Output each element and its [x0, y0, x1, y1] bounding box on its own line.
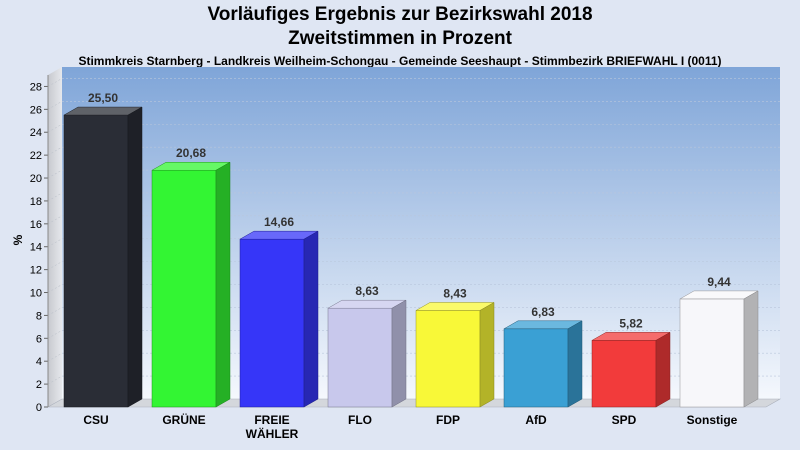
gridline-side	[47, 215, 63, 225]
x-tick-label: AfD	[525, 413, 547, 427]
gridline-side	[47, 307, 63, 316]
bar-front	[591, 340, 657, 408]
y-tick-label: 20	[30, 173, 42, 185]
bar-front	[415, 310, 481, 408]
y-axis-label: %	[11, 234, 25, 245]
bar-side	[743, 290, 759, 408]
y-tick-label: 0	[36, 402, 42, 414]
bar-afd	[503, 320, 583, 408]
y-tick-label: 6	[36, 333, 42, 345]
bar-freie-w-hler	[239, 230, 319, 408]
y-tick-label: 12	[30, 265, 42, 277]
gridline-side	[47, 123, 63, 133]
bar-side	[655, 331, 671, 408]
bar-side	[127, 106, 143, 408]
data-label: 8,43	[443, 286, 467, 300]
bar-side	[479, 302, 495, 408]
chart-caption: Stimmkreis Starnberg - Landkreis Weilhei…	[78, 54, 722, 68]
bar-flo	[327, 299, 407, 408]
data-label: 9,44	[707, 275, 731, 289]
bar-front	[63, 114, 129, 408]
y-tick-label: 4	[36, 356, 42, 368]
x-tick-label: SPD	[612, 413, 637, 427]
y-tick-label: 16	[30, 219, 42, 231]
data-label: 25,50	[88, 91, 118, 105]
y-tick-label: 28	[30, 81, 42, 93]
gridline-side	[47, 284, 63, 293]
bar-side	[391, 299, 407, 408]
x-tick-label: CSU	[83, 413, 108, 427]
data-label: 8,63	[355, 284, 379, 298]
bar-side	[215, 161, 231, 408]
gridline-side	[47, 146, 63, 156]
chart-title: Vorläufiges Ergebnis zur Bezirkswahl 201…	[207, 4, 593, 25]
bar-fdp	[415, 302, 495, 408]
y-tick-label: 8	[36, 310, 42, 322]
bar-front	[151, 169, 217, 408]
data-label: 5,82	[619, 316, 643, 330]
gridline-side	[47, 101, 63, 110]
bar-front	[679, 298, 745, 408]
x-tick-label: GRÜNE	[162, 412, 205, 427]
bar-spd	[591, 331, 671, 408]
data-label: 6,83	[531, 305, 555, 319]
x-tick-label: FLO	[348, 413, 372, 427]
gridline-side	[47, 375, 63, 385]
y-tick-label: 14	[30, 242, 42, 254]
x-tick-label: FREIE WÄHLER	[246, 413, 299, 441]
bar-front	[239, 238, 305, 408]
bar-sonstige	[679, 290, 759, 408]
chart-subtitle: Zweitstimmen in Prozent	[288, 28, 512, 49]
gridline-side	[47, 330, 63, 339]
bar-front	[503, 328, 569, 408]
plot-side-wall	[48, 67, 62, 407]
x-tick-label: FDP	[436, 413, 460, 427]
gridline-side	[47, 78, 63, 87]
bar-side	[303, 230, 319, 408]
y-tick-label: 18	[30, 196, 42, 208]
gridline-side	[47, 352, 63, 362]
y-tick-label: 26	[30, 104, 42, 116]
y-tick-label: 2	[36, 379, 42, 391]
data-label: 20,68	[176, 146, 206, 160]
bar-side	[567, 320, 583, 408]
bar-csu	[63, 106, 143, 408]
plot-area: 024681012141618202224262825,50CSU20,68GR…	[30, 67, 782, 441]
y-tick-label: 24	[30, 127, 42, 139]
y-tick-label: 10	[30, 288, 42, 300]
data-label: 14,66	[264, 215, 294, 229]
x-tick-label: Sonstige	[687, 413, 738, 427]
gridline-side	[47, 261, 63, 270]
bar-front	[327, 307, 393, 408]
gridline-side	[47, 169, 63, 179]
y-tick-label: 22	[30, 150, 42, 162]
gridline-side	[47, 238, 63, 247]
gridline-side	[47, 192, 63, 202]
bar-gr-ne	[151, 161, 231, 408]
